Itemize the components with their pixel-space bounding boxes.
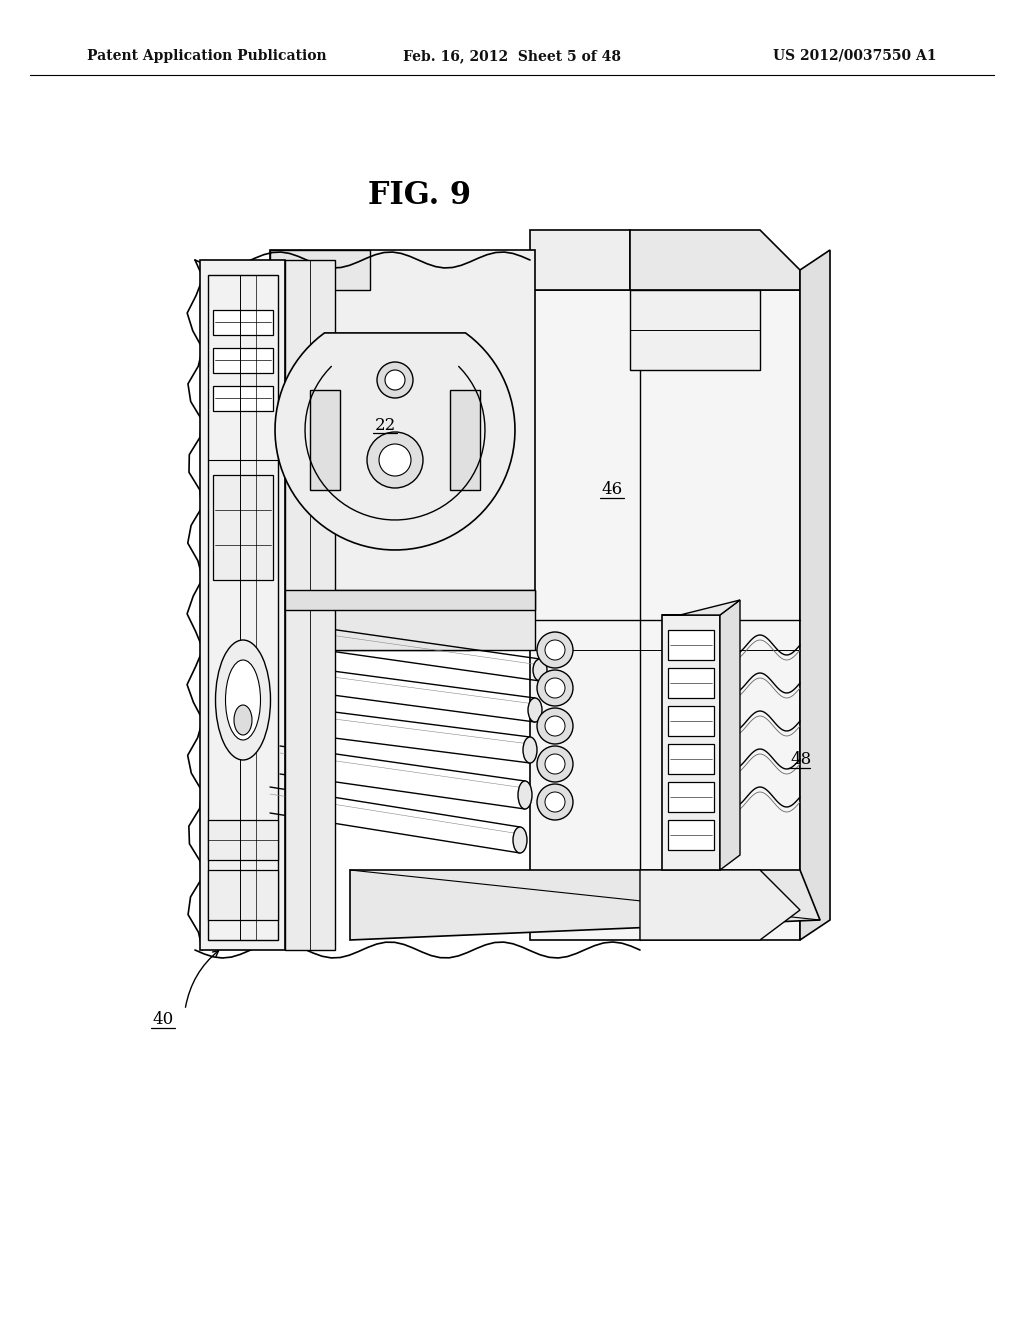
Polygon shape xyxy=(270,249,535,649)
Ellipse shape xyxy=(215,640,270,760)
Polygon shape xyxy=(668,781,714,812)
Circle shape xyxy=(537,632,573,668)
Text: FIG. 9: FIG. 9 xyxy=(369,180,471,210)
Text: Feb. 16, 2012  Sheet 5 of 48: Feb. 16, 2012 Sheet 5 of 48 xyxy=(403,49,621,63)
Circle shape xyxy=(537,671,573,706)
Circle shape xyxy=(545,792,565,812)
Polygon shape xyxy=(208,870,278,920)
Polygon shape xyxy=(630,290,760,370)
Circle shape xyxy=(537,784,573,820)
Text: 40: 40 xyxy=(153,1011,174,1028)
Polygon shape xyxy=(285,260,335,950)
Polygon shape xyxy=(213,385,273,411)
Polygon shape xyxy=(270,249,370,290)
Circle shape xyxy=(537,746,573,781)
Text: Patent Application Publication: Patent Application Publication xyxy=(87,49,327,63)
Polygon shape xyxy=(275,333,515,550)
Polygon shape xyxy=(640,870,800,940)
Polygon shape xyxy=(720,601,740,870)
Ellipse shape xyxy=(534,659,547,681)
Circle shape xyxy=(377,362,413,399)
Circle shape xyxy=(367,432,423,488)
Polygon shape xyxy=(270,590,535,649)
Polygon shape xyxy=(285,590,535,610)
Polygon shape xyxy=(208,820,278,861)
Ellipse shape xyxy=(234,705,252,735)
Polygon shape xyxy=(668,706,714,737)
Circle shape xyxy=(385,370,406,389)
Polygon shape xyxy=(662,615,720,870)
Polygon shape xyxy=(310,389,340,490)
Text: US 2012/0037550 A1: US 2012/0037550 A1 xyxy=(773,49,937,63)
Ellipse shape xyxy=(225,660,260,741)
Polygon shape xyxy=(668,630,714,660)
Polygon shape xyxy=(213,475,273,579)
Circle shape xyxy=(545,715,565,737)
Ellipse shape xyxy=(513,828,527,853)
Polygon shape xyxy=(530,290,800,940)
Polygon shape xyxy=(668,744,714,774)
Circle shape xyxy=(537,708,573,744)
Circle shape xyxy=(379,444,411,477)
Text: 22: 22 xyxy=(375,417,395,433)
Polygon shape xyxy=(668,668,714,698)
Text: 46: 46 xyxy=(601,482,623,499)
Polygon shape xyxy=(800,249,830,940)
Polygon shape xyxy=(662,601,740,615)
Polygon shape xyxy=(213,348,273,374)
Polygon shape xyxy=(450,389,480,490)
Polygon shape xyxy=(200,260,285,950)
Polygon shape xyxy=(530,230,630,290)
Circle shape xyxy=(545,678,565,698)
Circle shape xyxy=(545,640,565,660)
Ellipse shape xyxy=(518,781,532,809)
Polygon shape xyxy=(350,870,820,940)
Ellipse shape xyxy=(523,737,537,763)
Text: 48: 48 xyxy=(790,751,811,768)
Polygon shape xyxy=(668,820,714,850)
Circle shape xyxy=(545,754,565,774)
Ellipse shape xyxy=(528,698,542,722)
Polygon shape xyxy=(213,310,273,335)
Polygon shape xyxy=(330,601,470,649)
Polygon shape xyxy=(630,230,800,290)
